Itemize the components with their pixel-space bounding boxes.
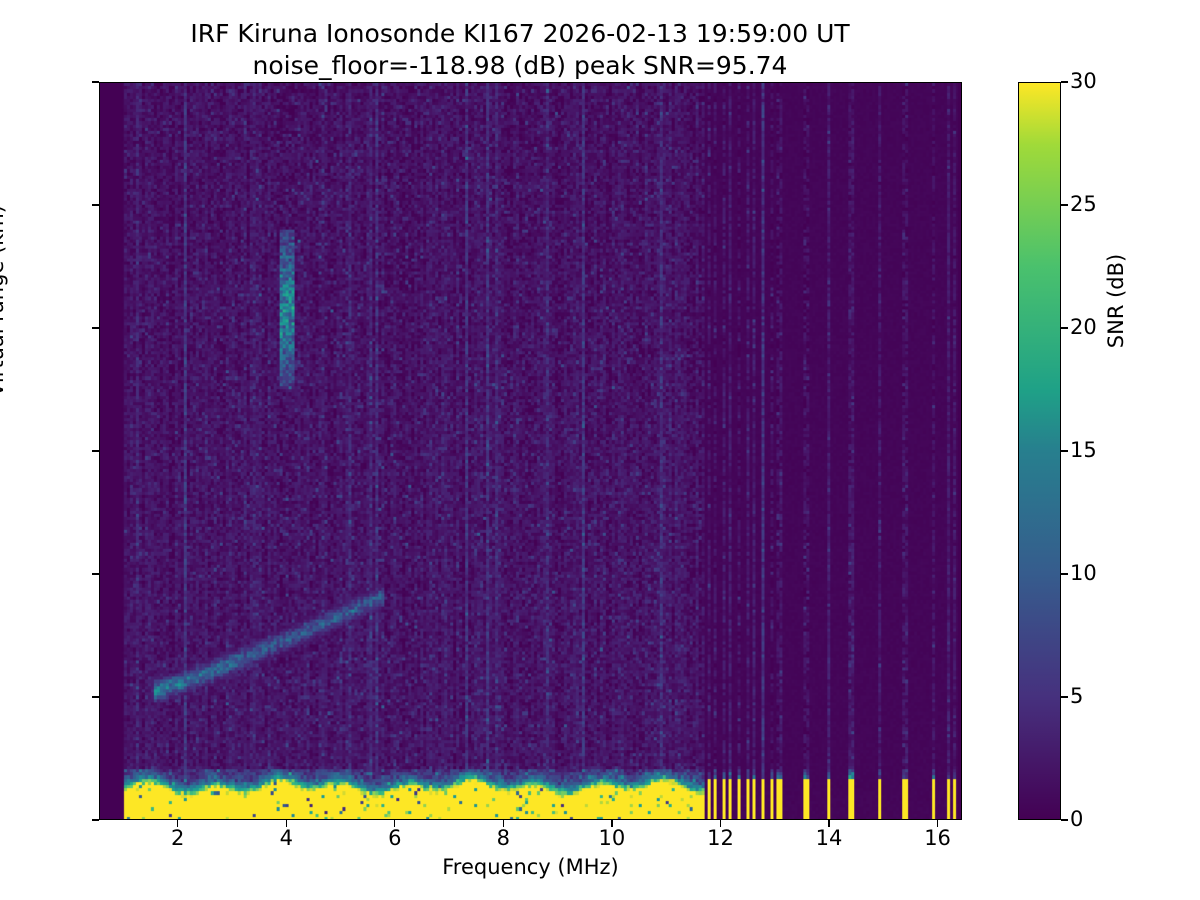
colorbar xyxy=(1018,82,1061,820)
y-tick-mark xyxy=(92,81,99,83)
y-tick-mark xyxy=(92,696,99,698)
x-tick-label: 6 xyxy=(388,826,402,850)
figure-title: IRF Kiruna Ionosonde KI167 2026-02-13 19… xyxy=(0,18,1040,82)
x-tick-label: 8 xyxy=(496,826,511,850)
x-tick-label: 10 xyxy=(598,826,626,850)
colorbar-tick-label: 0 xyxy=(1070,807,1084,831)
x-tick-mark xyxy=(394,820,396,827)
colorbar-tick-mark xyxy=(1061,819,1068,821)
colorbar-label: SNR (dB) xyxy=(1104,253,1128,349)
colorbar-tick-mark xyxy=(1061,327,1068,329)
x-tick-mark xyxy=(177,820,179,827)
ionogram-axes xyxy=(99,82,962,820)
colorbar-tick-label: 10 xyxy=(1070,561,1097,585)
colorbar-tick-label: 25 xyxy=(1070,192,1097,216)
colorbar-tick-mark xyxy=(1061,696,1068,698)
figure-title-line1: IRF Kiruna Ionosonde KI167 2026-02-13 19… xyxy=(190,19,850,48)
x-tick-label: 14 xyxy=(815,826,843,850)
colorbar-tick-label: 15 xyxy=(1070,438,1097,462)
x-tick-label: 12 xyxy=(707,826,734,850)
figure-title-line2: noise_floor=-118.98 (dB) peak SNR=95.74 xyxy=(252,51,788,80)
x-tick-mark xyxy=(719,820,722,827)
x-tick-mark xyxy=(936,820,939,827)
y-axis-label: Virtual range (km) xyxy=(0,204,8,398)
colorbar-tick-mark xyxy=(1061,204,1068,206)
x-tick-label: 16 xyxy=(924,826,951,850)
y-tick-mark xyxy=(92,204,99,206)
x-tick-mark xyxy=(285,820,287,827)
colorbar-tick-mark xyxy=(1061,450,1068,452)
colorbar-tick-label: 20 xyxy=(1070,315,1097,339)
colorbar-tick-mark xyxy=(1061,81,1068,83)
x-tick-mark xyxy=(828,820,830,827)
y-tick-mark xyxy=(92,327,99,329)
ionogram-heatmap xyxy=(100,83,961,819)
x-tick-label: 4 xyxy=(279,826,293,850)
x-tick-mark xyxy=(611,820,613,827)
colorbar-tick-label: 30 xyxy=(1070,69,1097,93)
y-tick-mark xyxy=(92,819,99,821)
x-axis-label: Frequency (MHz) xyxy=(442,855,619,879)
colorbar-tick-label: 5 xyxy=(1070,684,1084,708)
colorbar-tick-mark xyxy=(1061,573,1068,575)
y-tick-mark xyxy=(92,450,99,452)
x-tick-mark xyxy=(502,820,504,827)
y-tick-mark xyxy=(92,573,99,575)
x-tick-label: 2 xyxy=(171,826,185,850)
